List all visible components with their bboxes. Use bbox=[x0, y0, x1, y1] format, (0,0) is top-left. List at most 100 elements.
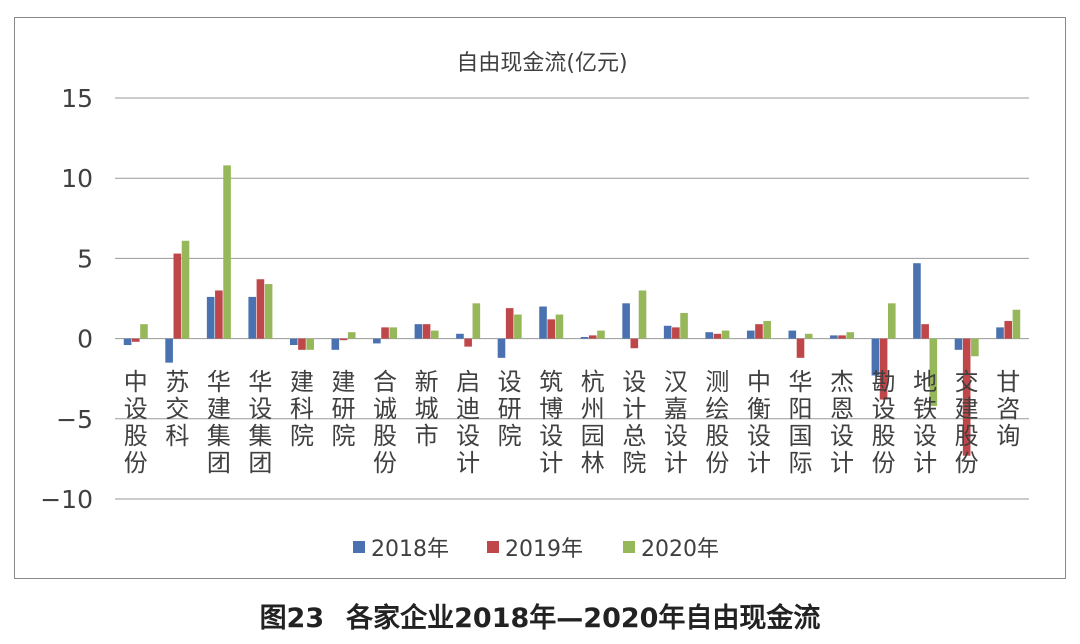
bar bbox=[962, 338, 971, 456]
bar bbox=[456, 333, 464, 339]
bar bbox=[381, 327, 389, 339]
bar bbox=[788, 330, 797, 339]
y-tick-label: −5 bbox=[56, 405, 93, 434]
y-axis-ticks: 15 10 5 0 −5 −10 bbox=[40, 84, 93, 514]
caption-text: 各家企业2018年—2020年自由现金流 bbox=[346, 603, 821, 634]
chart-frame: 自由现金流(亿元) 15 10 5 0 −5 −10 中设股份 苏交科 华建集团 华设集团 建科院… bbox=[14, 17, 1066, 579]
x-category-label: 中衡设计 bbox=[747, 368, 771, 477]
bar-chart: 自由现金流(亿元) 15 10 5 0 −5 −10 中设股份苏交科华建集团华设集团建科院… bbox=[40, 51, 1029, 562]
bar bbox=[971, 338, 979, 357]
bar bbox=[746, 330, 755, 339]
bar bbox=[755, 324, 763, 339]
bar bbox=[430, 330, 439, 339]
x-category-label: 新城市 bbox=[415, 368, 439, 450]
bar bbox=[497, 338, 506, 358]
bar bbox=[123, 338, 132, 346]
x-category-label: 杭州园林 bbox=[581, 368, 605, 477]
bar bbox=[796, 338, 805, 358]
x-category-label: 中设股份 bbox=[124, 368, 148, 477]
legend-swatch bbox=[623, 541, 635, 553]
bar bbox=[1004, 320, 1013, 339]
bar bbox=[622, 303, 630, 339]
bar bbox=[663, 325, 672, 339]
bar bbox=[921, 324, 929, 339]
legend-item: 2019年 bbox=[487, 537, 583, 562]
x-category-label: 筑博设计 bbox=[539, 368, 563, 477]
x-category-label: 杰恩设计 bbox=[830, 368, 854, 477]
bar bbox=[580, 336, 589, 339]
x-axis-labels: 中设股份苏交科华建集团华设集团建科院建研院合诚股份新城市启迪设计设研院筑博设计杭… bbox=[124, 368, 1020, 477]
x-category-label: 测绘股份 bbox=[705, 368, 729, 477]
bar bbox=[871, 338, 880, 376]
bar bbox=[713, 333, 722, 339]
bar bbox=[804, 333, 813, 339]
bar bbox=[547, 319, 556, 339]
figure-caption: 图23 各家企业2018年—2020年自由现金流 bbox=[0, 596, 1080, 635]
x-category-label: 华建集团 bbox=[207, 368, 231, 477]
x-category-label: 汉嘉设计 bbox=[664, 368, 688, 477]
bar bbox=[306, 338, 314, 350]
legend-item: 2020年 bbox=[623, 537, 719, 562]
bar bbox=[289, 338, 298, 346]
x-category-label: 勘设股份 bbox=[872, 368, 896, 477]
x-category-label: 华阳国际 bbox=[789, 368, 813, 477]
x-category-label: 启迪设计 bbox=[456, 368, 480, 477]
legend-item: 2018年 bbox=[353, 537, 449, 562]
bar bbox=[181, 240, 190, 339]
y-tick-label: 0 bbox=[77, 325, 93, 354]
bar bbox=[913, 263, 921, 339]
bar bbox=[539, 306, 547, 339]
bar bbox=[705, 332, 714, 339]
bar bbox=[887, 303, 896, 339]
caption-figure-number: 图23 bbox=[259, 603, 325, 634]
bar bbox=[165, 338, 173, 363]
bars bbox=[123, 165, 1021, 456]
bar bbox=[373, 338, 381, 344]
x-category-label: 设研院 bbox=[498, 368, 522, 450]
bar bbox=[464, 338, 472, 347]
bar bbox=[830, 335, 838, 339]
bar bbox=[929, 338, 938, 406]
x-category-label: 苏交科 bbox=[165, 368, 189, 450]
bar bbox=[339, 338, 348, 341]
bar bbox=[555, 314, 564, 339]
bar bbox=[638, 290, 647, 339]
bar bbox=[763, 320, 771, 339]
bar bbox=[140, 324, 148, 339]
bar bbox=[996, 327, 1004, 339]
bar bbox=[422, 324, 431, 339]
legend-swatch bbox=[353, 541, 365, 553]
legend-label: 2019年 bbox=[505, 537, 583, 562]
bar bbox=[879, 338, 888, 400]
bar bbox=[472, 303, 481, 339]
legend-label: 2018年 bbox=[371, 537, 449, 562]
bar bbox=[298, 338, 306, 350]
bar bbox=[680, 312, 688, 339]
x-category-label: 交建股份 bbox=[955, 368, 979, 477]
bar bbox=[414, 324, 423, 339]
bar bbox=[630, 338, 639, 349]
bar bbox=[264, 284, 273, 339]
bar bbox=[846, 332, 855, 339]
bar bbox=[588, 335, 597, 339]
legend-swatch bbox=[487, 541, 499, 553]
x-category-label: 设计总院 bbox=[622, 368, 646, 477]
bar bbox=[248, 296, 257, 339]
bar bbox=[514, 314, 522, 339]
bar bbox=[672, 327, 680, 339]
bar bbox=[347, 332, 356, 339]
y-tick-label: −10 bbox=[40, 485, 93, 514]
y-tick-label: 15 bbox=[61, 84, 93, 113]
bar bbox=[954, 338, 963, 350]
x-category-label: 建研院 bbox=[332, 368, 356, 450]
bar bbox=[389, 327, 398, 339]
bar bbox=[597, 330, 605, 339]
chart-title: 自由现金流(亿元) bbox=[456, 51, 627, 76]
y-tick-label: 5 bbox=[77, 244, 93, 273]
bar bbox=[215, 290, 223, 339]
bar bbox=[838, 335, 846, 339]
bar bbox=[256, 279, 265, 339]
x-category-label: 华设集团 bbox=[248, 368, 272, 477]
y-tick-label: 10 bbox=[61, 164, 93, 193]
bar bbox=[721, 330, 730, 339]
